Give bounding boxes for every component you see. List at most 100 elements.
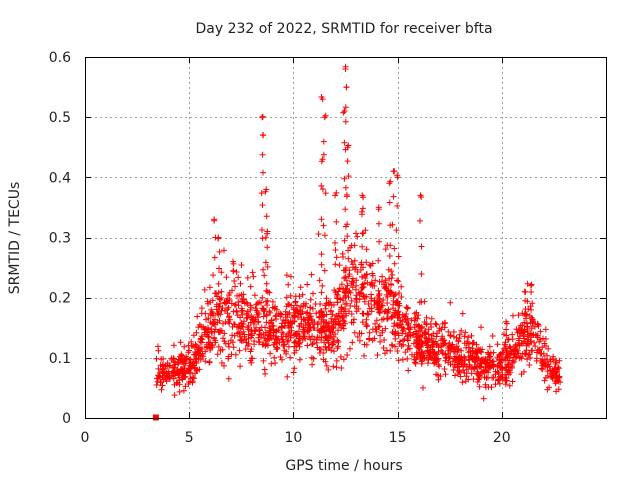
- data-point: [465, 334, 472, 341]
- data-point: [215, 311, 222, 318]
- data-point: [310, 290, 316, 297]
- data-point: [392, 331, 399, 338]
- data-point: [210, 320, 217, 327]
- data-point: [157, 362, 164, 369]
- data-point: [398, 283, 405, 290]
- data-point: [413, 349, 420, 356]
- data-point: [552, 365, 559, 371]
- y-tick-label: 0.4: [49, 170, 71, 186]
- data-point: [435, 376, 442, 383]
- data-point: [249, 316, 256, 323]
- data-point: [215, 343, 222, 350]
- data-point: [376, 278, 383, 285]
- data-point: [388, 275, 395, 282]
- data-point: [263, 287, 270, 294]
- data-point: [528, 282, 534, 289]
- data-point: [433, 333, 440, 340]
- data-point: [221, 338, 228, 345]
- data-point: [307, 336, 314, 343]
- data-point: [230, 258, 236, 265]
- data-point: [318, 289, 325, 296]
- data-point: [351, 316, 357, 323]
- data-point: [375, 287, 382, 294]
- data-point: [336, 285, 343, 292]
- data-point: [349, 275, 356, 282]
- data-point: [553, 388, 560, 395]
- data-point: [176, 388, 183, 395]
- data-point: [528, 289, 535, 295]
- data-point: [522, 297, 529, 304]
- data-point: [180, 358, 187, 365]
- data-point: [291, 365, 298, 372]
- data-point: [499, 349, 506, 356]
- data-point: [240, 291, 247, 298]
- data-point: [188, 338, 195, 345]
- data-point: [369, 282, 376, 289]
- data-point: [376, 238, 383, 245]
- data-point: [515, 335, 522, 342]
- data-point: [255, 339, 262, 346]
- data-point: [404, 304, 411, 311]
- data-point: [238, 336, 245, 343]
- data-point: [211, 254, 218, 261]
- data-point: [216, 248, 223, 255]
- data-point: [337, 315, 343, 321]
- data-point: [226, 343, 232, 350]
- data-point: [412, 360, 419, 367]
- data-point: [473, 341, 480, 348]
- data-point: [353, 292, 360, 299]
- data-point: [211, 216, 218, 223]
- data-point: [231, 302, 238, 309]
- data-point: [232, 351, 239, 358]
- data-point: [301, 326, 308, 333]
- data-point: [478, 360, 485, 367]
- data-point: [519, 310, 526, 317]
- data-point: [384, 315, 391, 322]
- data-point: [486, 364, 493, 371]
- data-point: [555, 364, 561, 371]
- data-point: [279, 356, 285, 363]
- data-point: [387, 347, 394, 354]
- data-point: [207, 339, 214, 346]
- data-point: [435, 344, 442, 351]
- data-point: [237, 363, 244, 370]
- data-point: [327, 299, 334, 306]
- data-point: [192, 349, 199, 355]
- data-point: [175, 359, 182, 366]
- data-point: [398, 294, 405, 300]
- data-point: [429, 339, 436, 346]
- data-point: [333, 218, 340, 225]
- data-point: [323, 347, 330, 353]
- data-point: [371, 298, 378, 305]
- data-point: [198, 335, 204, 342]
- data-point: [377, 338, 384, 345]
- data-point: [337, 296, 344, 303]
- data-point: [167, 375, 173, 382]
- data-point: [305, 314, 312, 321]
- data-point: [335, 318, 342, 325]
- chart-title: Day 232 of 2022, SRMTID for receiver bft…: [195, 21, 492, 37]
- data-point: [345, 273, 352, 280]
- data-point: [176, 377, 183, 384]
- data-point: [320, 356, 327, 363]
- data-point: [296, 293, 303, 300]
- data-point: [158, 386, 165, 393]
- data-point: [218, 359, 225, 366]
- data-point: [322, 112, 329, 119]
- data-point: [336, 322, 343, 328]
- data-point: [217, 300, 224, 307]
- data-point: [541, 377, 548, 384]
- data-point: [331, 348, 337, 355]
- data-point: [182, 383, 189, 390]
- data-point: [389, 221, 396, 228]
- data-point: [542, 336, 549, 342]
- data-point: [268, 320, 274, 327]
- data-point: [498, 366, 505, 373]
- data-point: [514, 329, 521, 336]
- data-point: [309, 305, 316, 312]
- data-point: [353, 303, 360, 310]
- data-point: [239, 331, 246, 337]
- data-point: [160, 355, 167, 362]
- data-point: [460, 367, 467, 373]
- data-point: [442, 371, 449, 378]
